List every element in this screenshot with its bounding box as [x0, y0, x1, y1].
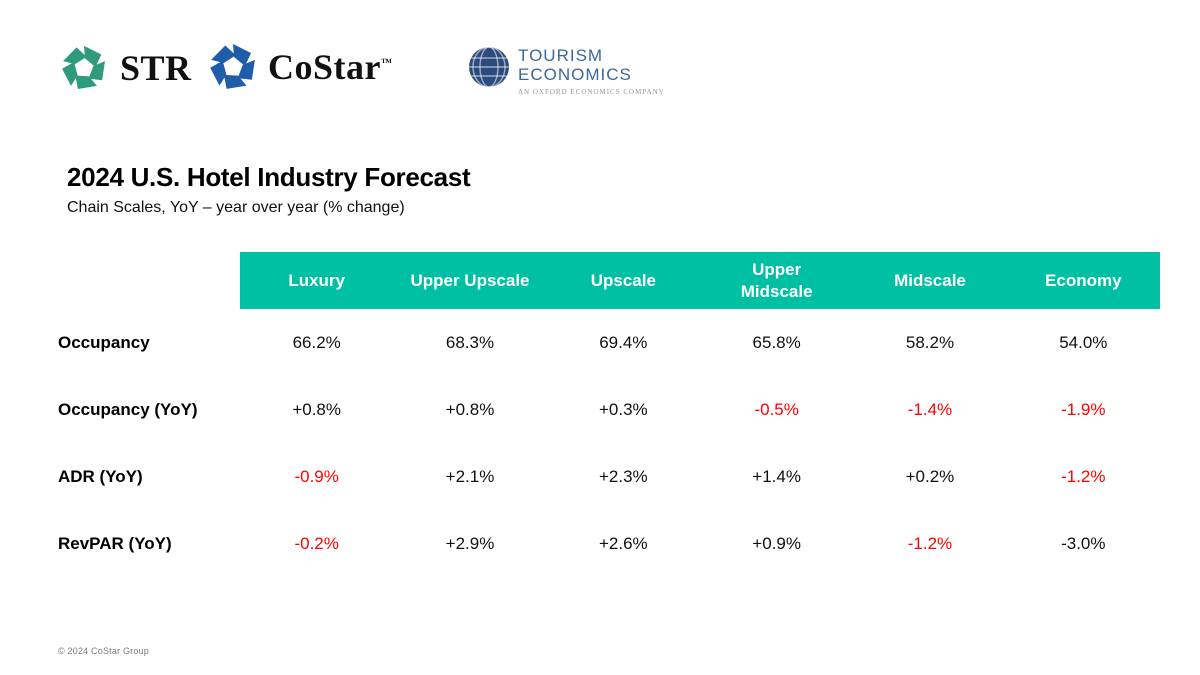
oxford-tagline: AN OXFORD ECONOMICS COMPANY [518, 88, 665, 96]
table-cell: -0.9% [294, 466, 339, 486]
table-cell: +0.8% [292, 399, 341, 419]
table-cell: 66.2% [292, 332, 341, 352]
table-cell: +2.9% [445, 533, 495, 553]
costar-pinwheel-icon [210, 44, 255, 89]
logo-header: STR CoStar™ TOURISM [0, 0, 1200, 120]
table-cell: -1.2% [907, 533, 953, 553]
costar-wordmark: CoStar™ [268, 46, 393, 88]
table-cell: 68.3% [445, 332, 495, 352]
str-wordmark: STR [120, 48, 192, 88]
trademark-symbol: ™ [381, 57, 393, 69]
table-cell: -0.5% [754, 399, 799, 419]
table-cell: -1.9% [1061, 399, 1106, 419]
table-cell: -3.0% [1061, 533, 1106, 553]
table-cell: +0.8% [445, 399, 495, 419]
table-body: Occupancy 66.2% 68.3% 69.4% 65.8% 58.2% 54.0% O… [58, 309, 1160, 577]
table-cell: +1.4% [752, 466, 801, 486]
tourism-economics-logo: TOURISM ECONOMICS AN OXFORD ECONOMICS CO… [468, 46, 665, 96]
copyright-note: © 2024 CoStar Group [58, 646, 149, 656]
table-cell: 65.8% [752, 332, 801, 352]
table-cell: +2.6% [598, 533, 648, 553]
column-header-upper-upscale: Upper Upscale [410, 270, 530, 290]
page-title: 2024 U.S. Hotel Industry Forecast [67, 162, 471, 192]
column-header-luxury: Luxury [288, 270, 345, 290]
row-label: ADR (YoY) [58, 466, 143, 486]
economics-line: ECONOMICS [518, 65, 632, 84]
row-label: Occupancy [58, 332, 150, 352]
table-cell: +0.9% [752, 533, 801, 553]
table-cell: +0.2% [905, 466, 955, 486]
table-cell: -1.4% [907, 399, 953, 419]
table-row: ADR (YoY) -0.9% +2.1% +2.3% +1.4% +0.2% -1.2% [58, 443, 1160, 510]
row-label: RevPAR (YoY) [58, 533, 172, 553]
costar-logo: CoStar™ [208, 40, 393, 94]
table-cell: 69.4% [599, 332, 648, 352]
table-row: Occupancy 66.2% 68.3% 69.4% 65.8% 58.2% 54.0% [58, 309, 1160, 376]
table-cell: +2.3% [598, 466, 648, 486]
table-cell: 54.0% [1059, 332, 1108, 352]
tourism-economics-wordmark: TOURISM ECONOMICS AN OXFORD ECONOMICS CO… [518, 46, 665, 96]
table-row: RevPAR (YoY) -0.2% +2.9% +2.6% +0.9% -1.2% -3.… [58, 510, 1160, 577]
column-header-economy: Economy [1045, 270, 1122, 290]
tourism-line: TOURISM [518, 46, 604, 65]
costar-wordmark-text: CoStar [268, 47, 381, 87]
page-subtitle: Chain Scales, YoY – year over year (% ch… [67, 199, 405, 216]
str-logo: STR [60, 42, 192, 94]
column-header-upscale: Upscale [590, 270, 656, 290]
row-label: Occupancy (YoY) [58, 399, 198, 419]
forecast-table: Luxury Upper Upscale Upscale Upper Midscale… [58, 252, 1160, 577]
table-header-row: Luxury Upper Upscale Upscale Upper Midscale… [240, 252, 1160, 309]
globe-icon [469, 46, 509, 88]
table-cell: +2.1% [445, 466, 495, 486]
table-row: Occupancy (YoY) +0.8% +0.8% +0.3% -0.5% -1.4%… [58, 376, 1160, 443]
table-cell: -1.2% [1061, 466, 1106, 486]
column-header-midscale: Midscale [894, 270, 966, 290]
table-cell: +0.3% [598, 399, 648, 419]
column-header-upper-midscale: Upper Midscale [740, 260, 813, 301]
str-pinwheel-icon [62, 45, 105, 90]
table-cell: 58.2% [905, 332, 955, 352]
table-cell: -0.2% [294, 533, 339, 553]
